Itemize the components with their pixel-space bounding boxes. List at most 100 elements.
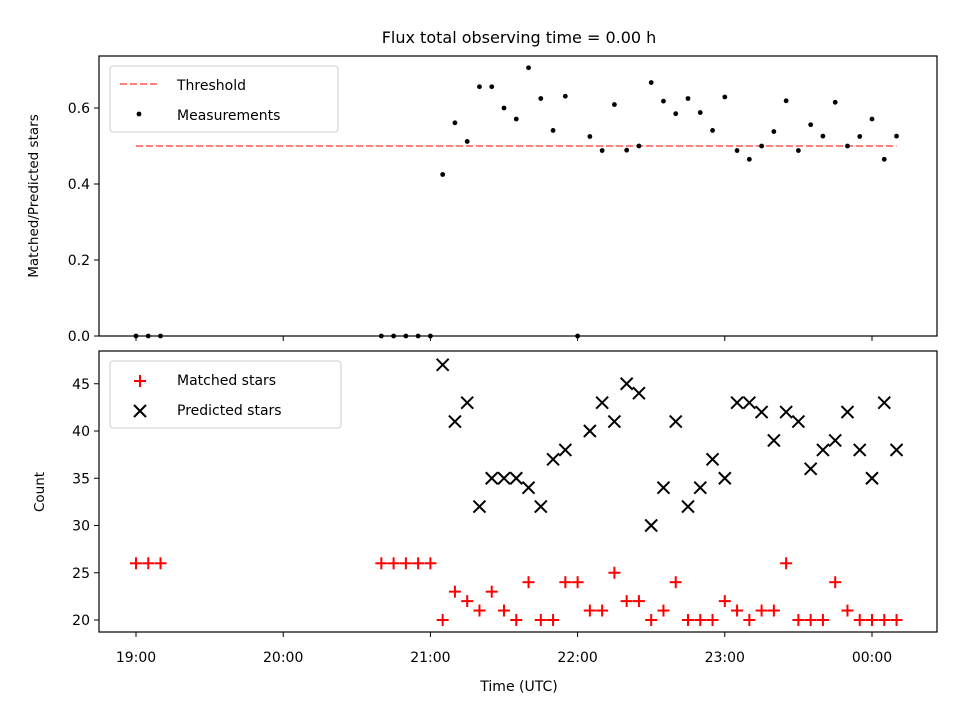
x-tick-label: 00:00 [852,650,892,666]
predicted-star-point [779,405,793,419]
predicted-star-point [816,443,830,457]
measurement-point [796,148,801,153]
matched-star-point [804,614,817,626]
matched-star-point [534,614,547,626]
matched-star-point [424,557,437,570]
count-plot: 20 25 30 35 40 45 19:00 20:00 21:00 22:00 23:00 00:… [72,358,904,666]
matched-star-point [706,614,719,626]
count-legend: Matched stars Predicted stars [109,360,342,429]
measurement-point [722,94,728,100]
measurement-point [550,128,556,133]
predicted-star-point [730,395,744,410]
count-y-tick-label: 20 [72,613,90,629]
matched-star-point [682,614,694,626]
matched-star-point [718,595,731,608]
x-axis-label: Time (UTC) [479,679,557,695]
count-y-tick-label: 25 [72,566,90,582]
matched-star-point [620,595,633,608]
ratio-y-axis-label: Matched/Predicted stars [26,114,42,277]
matched-star-point [399,557,412,570]
matched-star-point [866,614,878,626]
matched-star-point [694,614,707,626]
matched-star-point [473,604,486,617]
measurement-point [477,84,482,90]
matched-star-point [498,604,510,617]
matched-star-point [154,557,167,570]
predicted-star-point [693,480,707,495]
matched-star-point [608,566,621,579]
predicted-star-point [656,480,671,495]
measurement-point [648,80,654,85]
measurement-point [759,143,764,149]
matched-star-point [632,595,645,608]
predicted-star-point [619,377,634,391]
ratio-y-tick-label: 0.0 [68,329,90,345]
matched-star-point [743,614,756,626]
measurement-point [464,139,470,144]
predicted-star-point [865,471,879,485]
predicted-star-point [644,518,658,533]
count-y-tick-label: 30 [72,519,90,535]
measurement-point [501,105,507,111]
matched-star-point [412,557,425,570]
predicted-star-point [853,443,867,457]
measurement-point [587,134,593,139]
matched-star-point [596,604,609,617]
measurement-point [612,102,617,107]
predicted-star-point [558,443,573,457]
measurement-point [845,143,850,149]
matched-star-point [522,576,535,589]
measurement-point [513,116,519,122]
count-y-tick-label: 45 [72,377,90,393]
matched-star-point [669,576,682,589]
measurement-point [771,129,777,134]
measurement-point [808,122,814,128]
measurement-point [673,111,679,117]
predicted-star-point [472,499,487,514]
measurement-point [894,133,899,139]
measurement-point [562,93,568,99]
predicted-star-point [877,395,891,410]
matched-star-point [816,614,829,626]
predicted-star-point [803,462,818,476]
matched-star-point [436,614,449,626]
predicted-star-point [546,452,560,467]
measurement-point [710,128,715,133]
matched-star-point [387,557,400,570]
matched-star-point [645,614,658,626]
predicted-star-point [669,414,683,429]
legend-label-threshold: Threshold [176,78,246,94]
matched-star-point [583,604,596,617]
predicted-star-point [705,452,720,467]
measurement-point [452,120,458,126]
matched-star-point [547,614,560,626]
matched-star-point [780,557,793,570]
matched-star-point [510,614,523,626]
predicted-star-point [791,414,806,429]
measurement-point [440,172,446,177]
matched-star-point [767,604,780,617]
matched-star-point [841,604,854,617]
matched-star-point [485,585,498,598]
x-tick-label: 23:00 [705,650,745,666]
predicted-star-point [534,499,548,514]
predicted-star-point [485,471,499,485]
x-tick-label: 21:00 [410,650,450,666]
matched-star-point [130,557,142,570]
measurement-point [881,156,887,162]
legend-label-measurements: Measurements [177,108,280,124]
predicted-star-point [889,443,904,457]
measurement-point [820,133,826,139]
predicted-star-point [754,405,769,419]
measurement-point [538,96,544,101]
matched-star-point [890,614,903,626]
count-y-axis-label: Count [32,472,48,512]
predicted-star-point [435,358,450,372]
predicted-star-point [632,386,646,400]
legend-label-predicted: Predicted stars [177,403,282,419]
chart-title: Flux total observing time = 0.00 h [382,28,657,47]
matched-star-point [571,576,584,589]
matched-legend-swatch [134,375,146,387]
measurement-point [624,147,630,153]
